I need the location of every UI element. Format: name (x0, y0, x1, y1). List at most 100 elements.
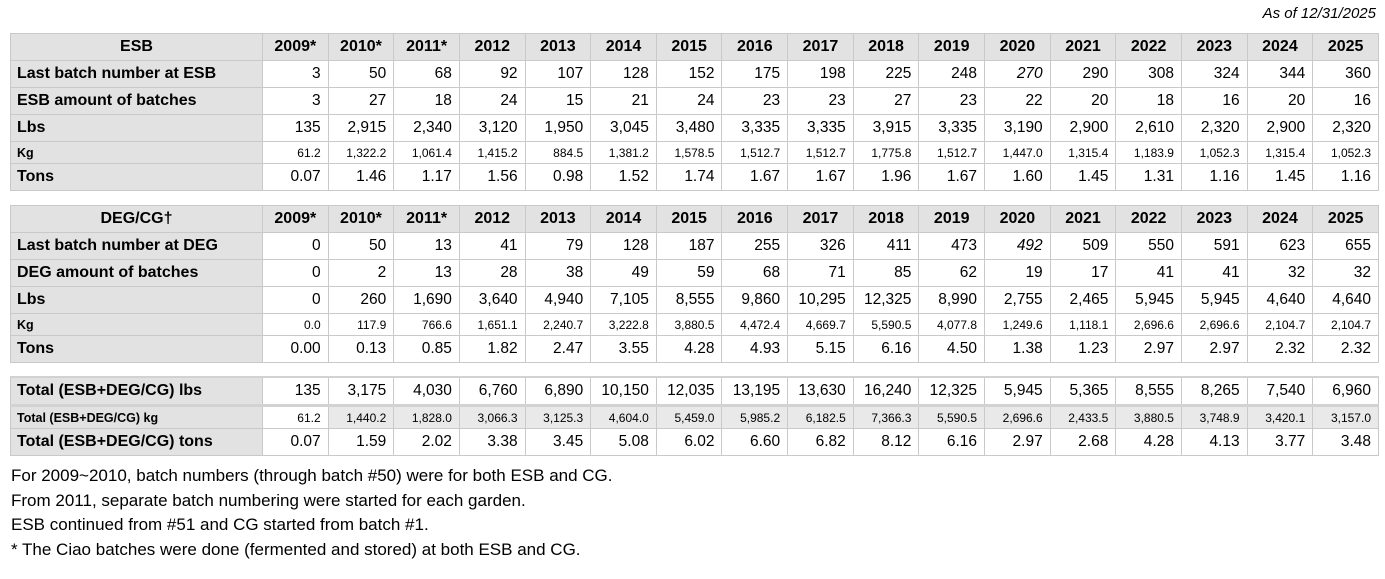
value-cell: 85 (852, 259, 920, 287)
value-cell: 550 (1115, 232, 1182, 260)
value-cell: 49 (590, 259, 657, 287)
year-header: 2015 (655, 205, 723, 233)
value-cell: 2.68 (1049, 428, 1117, 456)
value-cell: 71 (787, 259, 854, 287)
value-cell: 3,748.9 (1180, 405, 1248, 429)
note-line-2: From 2011, separate batch numbering were… (11, 490, 526, 510)
value-cell: 3,335 (787, 114, 854, 142)
value-cell: 8.12 (852, 428, 920, 456)
table-row: Last batch number at ESB 3 50 68 92 107 128 152… (10, 60, 1379, 88)
value-cell: 13,630 (787, 376, 854, 407)
total-table: Total (ESB+DEG/CG) lbs 135 3,175 4,030 6,760… (10, 376, 1379, 456)
year-header: 2017 (787, 33, 854, 61)
value-cell: 1,440.2 (327, 405, 395, 429)
value-cell: 9,860 (721, 286, 789, 314)
value-cell: 324 (1180, 60, 1248, 88)
value-cell: 1.16 (1180, 163, 1248, 191)
row-label: Lbs (10, 286, 263, 314)
value-cell: 6.60 (721, 428, 789, 456)
value-cell: 13,195 (721, 376, 789, 407)
value-cell: 107 (524, 60, 592, 88)
year-header-row: DEG/CG† 2009* 2010* 2011* 2012 2013 2014 2015 20… (10, 205, 1379, 233)
value-cell: 591 (1180, 232, 1248, 260)
value-cell: 13 (393, 232, 460, 260)
value-cell: 1.45 (1049, 163, 1117, 191)
value-cell: 18 (1115, 87, 1182, 115)
value-cell: 766.6 (393, 313, 460, 336)
value-cell: 473 (918, 232, 986, 260)
value-cell: 2,696.6 (984, 405, 1051, 429)
value-cell: 198 (787, 60, 854, 88)
year-header: 2014 (590, 33, 657, 61)
value-cell: 128 (590, 60, 657, 88)
value-cell: 2.97 (984, 428, 1051, 456)
value-cell: 1.74 (655, 163, 723, 191)
note-line-3: ESB continued from #51 and CG started fr… (11, 515, 429, 534)
row-label: Total (ESB+DEG/CG) tons (10, 428, 263, 456)
value-cell: 6.02 (655, 428, 723, 456)
value-cell: 3 (262, 87, 329, 115)
value-cell: 6.16 (852, 335, 920, 363)
year-header: 2025 (1312, 205, 1379, 233)
value-cell: 4.28 (655, 335, 723, 363)
value-cell: 3.55 (590, 335, 657, 363)
year-header: 2021 (1049, 205, 1117, 233)
value-cell: 5,590.5 (918, 405, 986, 429)
table-row: Total (ESB+DEG/CG) kg 61.2 1,440.2 1,828.0 3… (10, 405, 1379, 429)
value-cell: 152 (655, 60, 723, 88)
year-header: 2020 (984, 205, 1051, 233)
table-title: DEG/CG† (10, 205, 263, 233)
value-cell: 3,066.3 (458, 405, 526, 429)
value-cell: 6,182.5 (787, 405, 854, 429)
value-cell: 492 (984, 232, 1051, 260)
year-header: 2015 (655, 33, 723, 61)
value-cell: 92 (458, 60, 526, 88)
value-cell: 0.07 (262, 428, 329, 456)
year-header: 2024 (1246, 33, 1314, 61)
value-cell: 2.97 (1180, 335, 1248, 363)
value-cell: 4,604.0 (590, 405, 657, 429)
value-cell: 61.2 (262, 405, 329, 429)
esb-table: ESB 2009* 2010* 2011* 2012 2013 2014 2015 2016 20… (10, 33, 1379, 191)
value-cell: 12,035 (655, 376, 723, 407)
value-cell: 8,555 (1115, 376, 1182, 407)
value-cell: 4.50 (918, 335, 986, 363)
row-label: Kg (10, 313, 263, 336)
year-header: 2016 (721, 33, 789, 61)
year-header: 2022 (1115, 205, 1182, 233)
value-cell: 2,320 (1312, 114, 1379, 142)
value-cell: 68 (393, 60, 460, 88)
value-cell: 3,480 (655, 114, 723, 142)
value-cell: 4,640 (1246, 286, 1314, 314)
value-cell: 15 (524, 87, 592, 115)
value-cell: 0.98 (524, 163, 592, 191)
value-cell: 3,335 (918, 114, 986, 142)
value-cell: 175 (721, 60, 789, 88)
year-header-row: ESB 2009* 2010* 2011* 2012 2013 2014 2015 2016 20… (10, 33, 1379, 61)
table-title: ESB (10, 33, 263, 61)
year-header: 2011* (393, 205, 460, 233)
value-cell: 1,512.7 (918, 141, 986, 164)
value-cell: 0 (262, 286, 329, 314)
value-cell: 4.28 (1115, 428, 1182, 456)
value-cell: 3,335 (721, 114, 789, 142)
value-cell: 1,447.0 (984, 141, 1051, 164)
value-cell: 255 (721, 232, 789, 260)
value-cell: 59 (655, 259, 723, 287)
value-cell: 2,696.6 (1180, 313, 1248, 336)
value-cell: 1.60 (984, 163, 1051, 191)
value-cell: 17 (1049, 259, 1117, 287)
value-cell: 4,640 (1312, 286, 1379, 314)
row-label: Tons (10, 163, 263, 191)
row-label: Lbs (10, 114, 263, 142)
year-header: 2018 (852, 205, 920, 233)
value-cell: 23 (918, 87, 986, 115)
row-label: DEG amount of batches (10, 259, 263, 287)
value-cell: 7,540 (1246, 376, 1314, 407)
value-cell: 2.32 (1246, 335, 1314, 363)
value-cell: 22 (984, 87, 1051, 115)
year-header: 2014 (590, 205, 657, 233)
table-row: DEG amount of batches 0 2 13 28 38 49 59 68 71 85 6… (10, 259, 1379, 287)
value-cell: 1,415.2 (458, 141, 526, 164)
value-cell: 1,512.7 (721, 141, 789, 164)
